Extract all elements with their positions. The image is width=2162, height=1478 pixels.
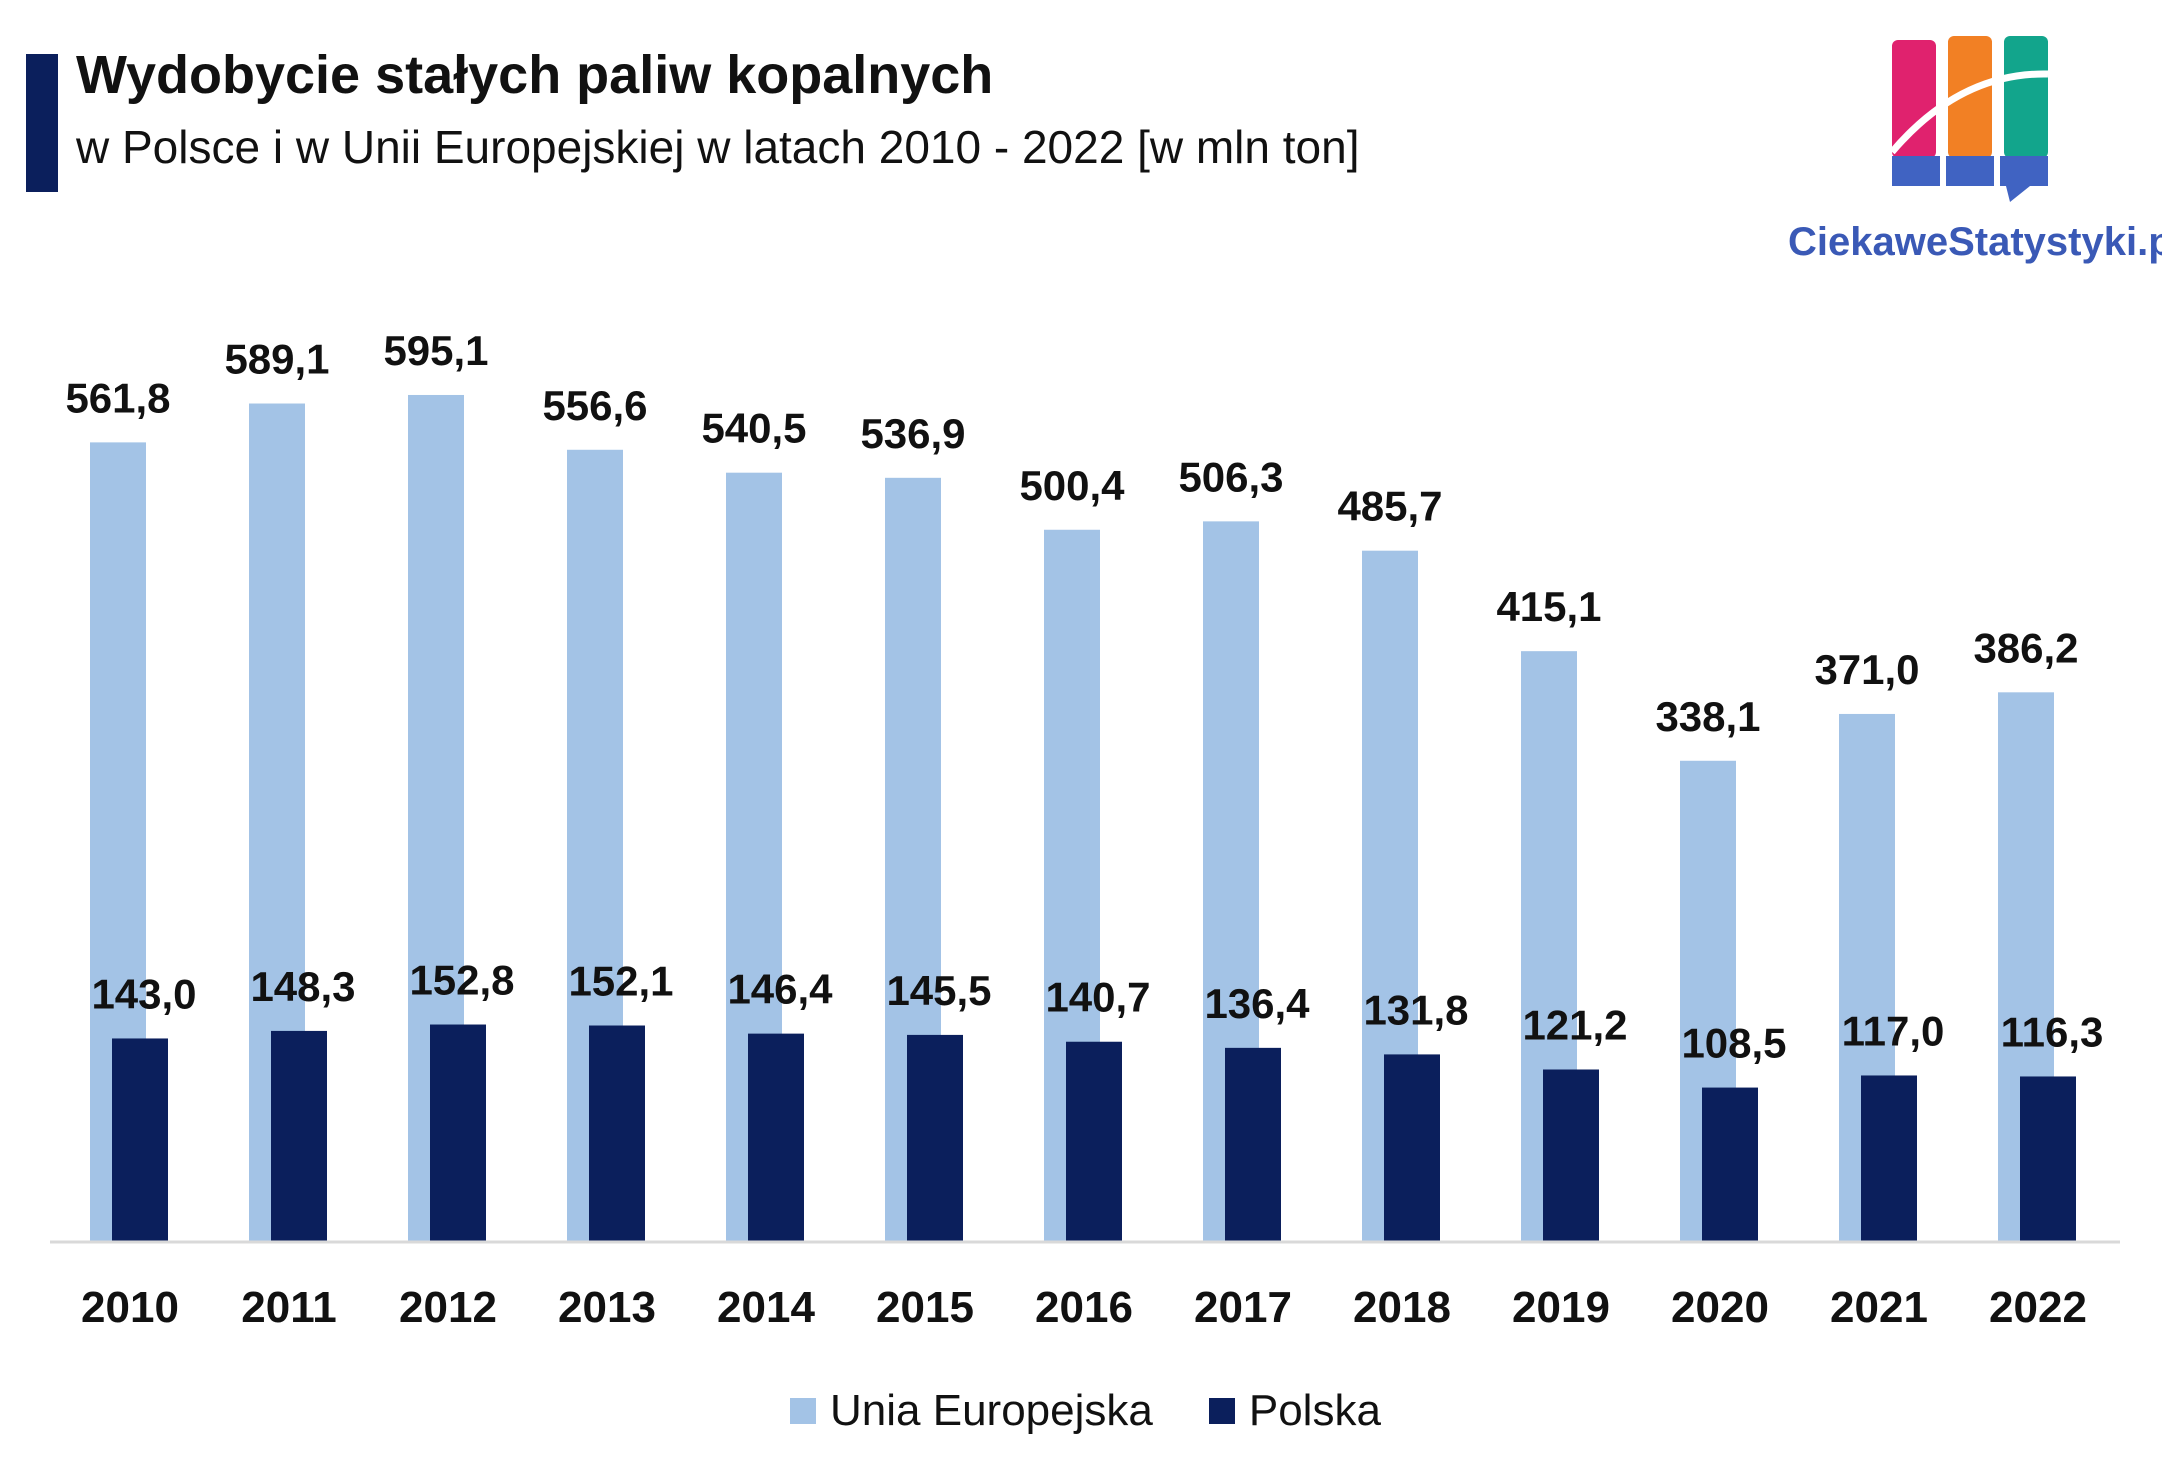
legend-swatch-pl (1208, 1398, 1235, 1424)
bar-pl-2010 (112, 1038, 168, 1242)
data-label-eu-2012: 595,1 (383, 327, 488, 374)
data-label-eu-2018: 485,7 (1337, 483, 1442, 530)
x-tick-label-2022: 2022 (1989, 1283, 2087, 1332)
bar-pl-2017 (1225, 1047, 1281, 1242)
data-label-pl-2018: 131,8 (1363, 986, 1468, 1033)
data-label-pl-2011: 148,3 (250, 963, 355, 1010)
data-label-eu-2010: 561,8 (65, 374, 170, 421)
data-label-eu-2020: 338,1 (1655, 693, 1760, 740)
bar-pl-2021 (1861, 1075, 1917, 1242)
bar-pl-2012 (430, 1024, 486, 1242)
bar-pl-2011 (271, 1030, 327, 1242)
x-tick-label-2019: 2019 (1512, 1283, 1610, 1332)
x-tick-label-2020: 2020 (1671, 1283, 1769, 1332)
data-label-eu-2011: 589,1 (224, 336, 329, 383)
title-accent-bar (26, 54, 58, 192)
data-label-pl-2016: 140,7 (1045, 974, 1150, 1021)
bar-pl-2014 (748, 1033, 804, 1242)
brand-logo-icon (1890, 36, 2049, 202)
data-label-pl-2010: 143,0 (91, 970, 196, 1017)
data-label-pl-2015: 145,5 (886, 967, 991, 1014)
data-label-eu-2016: 500,4 (1019, 462, 1125, 509)
chart-legend: Unia Europejska Polska (790, 1386, 1437, 1436)
data-label-eu-2019: 415,1 (1496, 583, 1601, 630)
data-label-pl-2020: 108,5 (1681, 1020, 1786, 1067)
brand-logo-text: CiekaweStatystyki.pl (1788, 220, 2162, 264)
x-tick-label-2017: 2017 (1194, 1283, 1292, 1332)
bar-pl-2013 (589, 1025, 645, 1242)
x-tick-label-2012: 2012 (399, 1283, 497, 1332)
bar-pl-2019 (1543, 1069, 1599, 1242)
data-label-pl-2012: 152,8 (409, 957, 514, 1004)
legend-item-pl: Polska (1208, 1386, 1381, 1436)
legend-item-eu: Unia Europejska (790, 1386, 1153, 1436)
data-label-pl-2022: 116,3 (2001, 1008, 2104, 1055)
x-tick-label-2021: 2021 (1830, 1283, 1928, 1332)
x-tick-label-2016: 2016 (1035, 1283, 1133, 1332)
x-tick-label-2018: 2018 (1353, 1283, 1451, 1332)
data-label-pl-2021: 117,0 (1842, 1007, 1945, 1054)
data-label-pl-2017: 136,4 (1204, 980, 1310, 1027)
x-tick-label-2010: 2010 (81, 1283, 179, 1332)
data-label-pl-2013: 152,1 (568, 958, 673, 1005)
bar-pl-2018 (1384, 1054, 1440, 1242)
x-tick-label-2015: 2015 (876, 1283, 974, 1332)
data-label-pl-2019: 121,2 (1522, 1001, 1627, 1048)
data-label-eu-2021: 371,0 (1814, 646, 1919, 693)
chart-subtitle: w Polsce i w Unii Europejskiej w latach … (76, 121, 1360, 173)
x-tick-label-2014: 2014 (717, 1283, 815, 1332)
chart-title: Wydobycie stałych paliw kopalnych (76, 45, 994, 105)
bar-pl-2015 (907, 1034, 963, 1242)
legend-label-pl: Polska (1248, 1386, 1381, 1435)
bar-pl-2020 (1702, 1087, 1758, 1242)
x-tick-label-2011: 2011 (241, 1283, 336, 1332)
data-label-eu-2013: 556,6 (542, 382, 647, 429)
legend-swatch-eu (790, 1398, 816, 1424)
data-label-eu-2014: 540,5 (701, 405, 806, 452)
bar-pl-2022 (2020, 1076, 2076, 1242)
data-label-pl-2014: 146,4 (727, 966, 833, 1013)
x-tick-label-2013: 2013 (558, 1283, 656, 1332)
data-label-eu-2017: 506,3 (1178, 453, 1283, 500)
bar-pl-2016 (1066, 1041, 1122, 1242)
data-label-eu-2015: 536,9 (860, 410, 965, 457)
bar-chart: 561,8 143,0 2010 589,1 148,3 2011 595,1 152,8 20… (50, 327, 2120, 1332)
legend-label-eu: Unia Europejska (830, 1386, 1153, 1435)
data-label-eu-2022: 386,2 (1973, 624, 2078, 671)
